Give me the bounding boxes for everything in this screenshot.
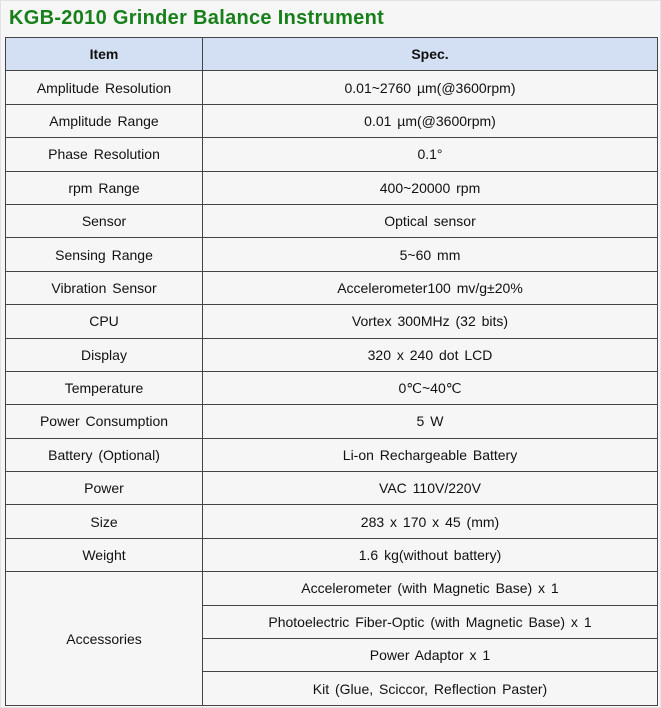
spec-cell: 400~20000 rpm — [202, 170, 658, 205]
item-cell: CPU — [5, 304, 203, 339]
table-row: Phase Resolution 0.1° — [5, 137, 658, 172]
table-row: Vibration Sensor Accelerometer100 mv/g±20… — [5, 270, 658, 306]
header-spec: Spec. — [202, 36, 658, 72]
item-cell: Power — [5, 471, 203, 506]
table-row: CPU Vortex 300MHz (32 bits) — [5, 304, 658, 339]
table-row: Display 320 x 240 dot LCD — [5, 337, 658, 372]
spec-cell: Accelerometer (with Magnetic Base) x 1 — [202, 571, 658, 606]
spec-cell: 320 x 240 dot LCD — [202, 337, 658, 372]
item-cell: Display — [5, 337, 203, 372]
spec-cell: 0℃~40℃ — [202, 370, 658, 406]
accessories-row: Accessories Accelerometer (with Magnetic … — [5, 571, 658, 706]
table-header-row: Item Spec. — [5, 36, 658, 72]
accessories-row: Photoelectric Fiber-Optic (with Magnetic… — [6, 604, 658, 640]
item-cell: Size — [5, 504, 203, 539]
table-row: Size 283 x 170 x 45 (mm) — [5, 504, 658, 539]
item-cell: rpm Range — [5, 170, 203, 205]
spec-cell: Accelerometer100 mv/g±20% — [202, 270, 658, 306]
item-cell: Battery (Optional) — [5, 437, 203, 473]
table-row: Amplitude Range 0.01 µm(@3600rpm) — [5, 103, 658, 139]
spec-cell: 5~60 mm — [202, 237, 658, 272]
spec-cell: Kit (Glue, Sciccor, Reflection Paster) — [202, 671, 658, 706]
item-cell: Sensor — [5, 203, 203, 239]
table-row: Amplitude Resolution 0.01~2760 µm(@3600rp… — [5, 70, 658, 105]
spec-cell: Vortex 300MHz (32 bits) — [202, 304, 658, 339]
spec-cell: 0.01~2760 µm(@3600rpm) — [202, 70, 658, 105]
spec-cell: 283 x 170 x 45 (mm) — [202, 504, 658, 539]
spec-cell: 1.6 kg(without battery) — [202, 537, 658, 573]
item-cell: Weight — [5, 537, 203, 573]
item-cell: Amplitude Range — [5, 103, 203, 139]
spec-cell: Power Adaptor x 1 — [202, 638, 658, 673]
spec-cell: Optical sensor — [202, 203, 658, 239]
table-row: Sensing Range 5~60 mm — [5, 237, 658, 272]
item-cell: Sensing Range — [5, 237, 203, 272]
spec-cell: Photoelectric Fiber-Optic (with Magnetic… — [202, 604, 658, 640]
item-cell: Phase Resolution — [5, 137, 203, 172]
item-cell: Temperature — [5, 370, 203, 406]
table-row: rpm Range 400~20000 rpm — [5, 170, 658, 205]
item-cell: Amplitude Resolution — [5, 70, 203, 105]
spec-cell: 5 W — [202, 404, 658, 439]
table-row: Sensor Optical sensor — [5, 203, 658, 239]
page-title: KGB-2010 Grinder Balance Instrument — [9, 7, 385, 29]
spec-table: Item Spec. Amplitude Resolution 0.01~2760… — [5, 36, 658, 706]
table-row: Temperature 0℃~40℃ — [5, 370, 658, 406]
item-cell: Power Consumption — [5, 404, 203, 439]
table-row: Battery (Optional) Li-on Rechargeable Bat… — [5, 437, 658, 473]
spec-cell: 0.1° — [202, 137, 658, 172]
table-row: Power VAC 110V/220V — [5, 471, 658, 506]
header-item: Item — [5, 36, 203, 72]
spec-cell: 0.01 µm(@3600rpm) — [202, 103, 658, 139]
table-row: Weight 1.6 kg(without battery) — [5, 537, 658, 573]
item-cell: Accessories — [5, 571, 203, 706]
item-cell: Vibration Sensor — [5, 270, 203, 306]
spec-cell: VAC 110V/220V — [202, 471, 658, 506]
accessories-row: Power Adaptor x 1 — [6, 638, 658, 673]
table-row: Power Consumption 5 W — [5, 404, 658, 439]
spec-cell: Li-on Rechargeable Battery — [202, 437, 658, 473]
accessories-row: Kit (Glue, Sciccor, Reflection Paster) — [6, 671, 658, 706]
